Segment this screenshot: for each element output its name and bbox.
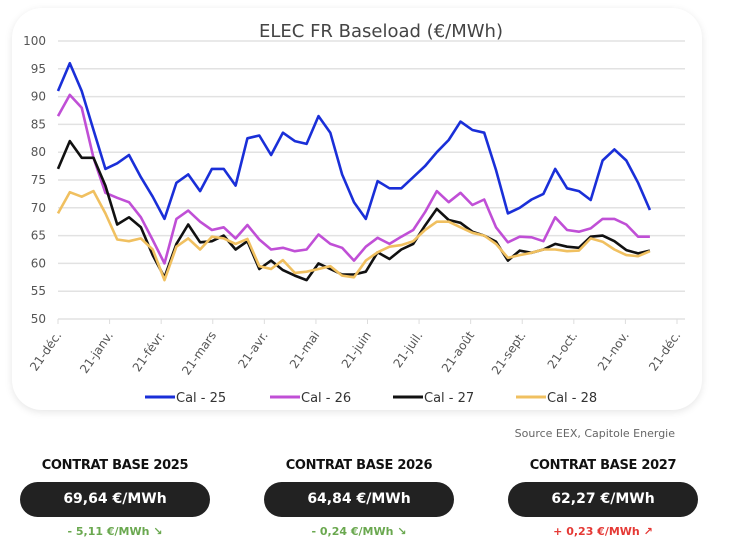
y-tick-label: 75 (31, 173, 46, 187)
contract-2027: CONTRAT BASE 2027 62,27 €/MWh + 0,23 €/M… (508, 458, 698, 538)
y-tick-label: 100 (23, 34, 46, 48)
x-tick-label: 21-avr. (235, 329, 270, 371)
series-line-cal-26 (56, 93, 650, 265)
y-tick-label: 60 (31, 256, 46, 270)
contract-title: CONTRAT BASE 2025 (41, 458, 189, 473)
y-tick-label: 70 (31, 201, 46, 215)
x-tick-label: 21-déc. (646, 329, 683, 374)
legend-label: Cal - 27 (424, 391, 474, 406)
contract-2025: CONTRAT BASE 2025 69,64 €/MWh - 5,11 €/M… (20, 458, 210, 538)
arrow-down-right-icon: ↘ (397, 525, 407, 538)
y-tick-label: 80 (31, 145, 46, 159)
contract-delta: - 5,11 €/MWh ↘ (67, 525, 163, 538)
line-chart: ELEC FR Baseload (€/MWh) 50 55 60 65 70 75 80 8… (23, 21, 685, 406)
y-tick-label: 50 (31, 312, 46, 326)
x-tick-label: 21-mars (179, 329, 219, 378)
contract-price: 62,27 €/MWh (508, 482, 698, 517)
x-tick-label: 21-juil. (391, 329, 426, 371)
x-tick-label: 21-févr. (130, 329, 168, 375)
x-tick-label: 21-janv. (77, 329, 116, 376)
y-tick-label: 55 (31, 284, 46, 298)
legend-label: Cal - 28 (547, 391, 597, 406)
source-note: Source EEX, Capitole Energie (514, 427, 675, 440)
series-line-cal-25 (56, 61, 652, 221)
x-tick-label: 21-déc. (27, 329, 64, 374)
y-tick-label: 65 (31, 229, 46, 243)
arrow-down-right-icon: ↘ (153, 525, 163, 538)
legend-label: Cal - 25 (176, 391, 226, 406)
legend-label: Cal - 26 (301, 391, 351, 406)
contract-title: CONTRAT BASE 2027 (529, 458, 677, 473)
chart-card (12, 8, 702, 410)
x-tick-label: 21-oct. (545, 329, 581, 372)
series-line-cal-28 (56, 189, 651, 282)
y-tick-label: 85 (31, 117, 46, 131)
x-tick-label: 21-juin (339, 329, 374, 371)
contract-delta: + 0,23 €/MWh ↗ (553, 525, 653, 538)
contract-2026: CONTRAT BASE 2026 64,84 €/MWh - 0,24 €/M… (264, 458, 454, 538)
x-tick-label: 21-nov. (595, 329, 632, 374)
contract-price: 69,64 €/MWh (20, 482, 210, 517)
contract-delta: - 0,24 €/MWh ↘ (311, 525, 407, 538)
x-tick-label: 21-août (439, 328, 477, 374)
contract-title: CONTRAT BASE 2026 (285, 458, 433, 473)
y-tick-label: 95 (31, 62, 46, 76)
x-tick-label: 21-mai (287, 329, 323, 371)
x-tick-label: 21-sept. (489, 329, 529, 377)
chart-title: ELEC FR Baseload (€/MWh) (259, 21, 503, 42)
contract-price: 64,84 €/MWh (264, 482, 454, 517)
arrow-up-right-icon: ↗ (643, 525, 653, 538)
y-tick-label: 90 (31, 90, 46, 104)
